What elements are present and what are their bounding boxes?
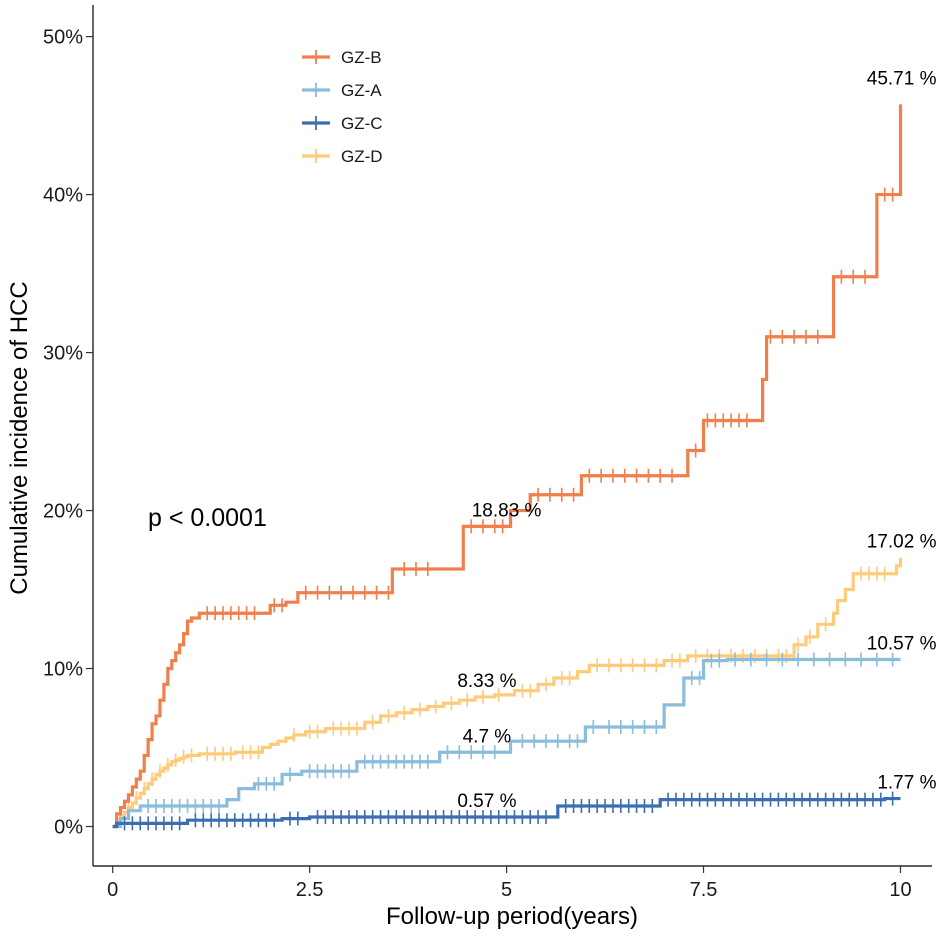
- end-label-gz-b: 45.71 %: [867, 68, 936, 89]
- mid-label-gz-a: 4.7 %: [463, 726, 512, 747]
- mid-label-gz-c: 0.57 %: [457, 791, 516, 812]
- x-axis-title: Follow-up period(years): [386, 903, 638, 930]
- series-line-gz-b: [112, 104, 903, 829]
- y-tick-label: 40%: [43, 185, 83, 207]
- x-tick-label: 2.5: [296, 879, 324, 901]
- legend-label-gz-b: GZ-B: [341, 48, 382, 67]
- series-line-gz-a: [112, 657, 901, 829]
- end-label-gz-c: 1.77 %: [877, 773, 936, 794]
- y-tick-label: 30%: [43, 343, 83, 365]
- plot-area: [112, 104, 903, 831]
- legend-label-gz-c: GZ-C: [341, 114, 383, 133]
- series-gz-c: [112, 791, 901, 831]
- x-tick-label: 5: [501, 879, 512, 901]
- y-tick-label: 10%: [43, 659, 83, 681]
- x-tick-label: 7.5: [690, 879, 718, 901]
- series-gz-b: [112, 104, 903, 829]
- legend: GZ-B GZ-A GZ-C GZ-D: [302, 48, 383, 166]
- y-axis-title: Cumulative incidence of HCC: [6, 281, 33, 594]
- end-label-gz-d: 17.02 %: [867, 532, 936, 553]
- x-tick-label: 0: [107, 879, 118, 901]
- y-tick-label: 0%: [54, 817, 83, 839]
- legend-label-gz-a: GZ-A: [341, 81, 382, 100]
- series-gz-d: [112, 557, 903, 829]
- p-value-text: p < 0.0001: [148, 504, 267, 532]
- series-line-gz-d: [112, 557, 903, 829]
- axes: 0 2.5 5 7.5 10 0% 10% 20% 30% 40% 50%: [43, 5, 932, 901]
- y-tick-label: 50%: [43, 27, 83, 49]
- mid-label-gz-d: 8.33 %: [457, 671, 516, 692]
- x-tick-label: 10: [889, 879, 911, 901]
- series-line-gz-c: [112, 796, 901, 829]
- end-label-gz-a: 10.57 %: [867, 634, 936, 655]
- mid-label-gz-b: 18.83 %: [472, 500, 542, 521]
- series-gz-a: [112, 652, 901, 829]
- y-tick-label: 20%: [43, 501, 83, 523]
- annotations: 17.02 % 8.33 % 10.57 % 4.7 % 45.71 % 18.83 % 1…: [457, 68, 936, 812]
- legend-label-gz-d: GZ-D: [341, 147, 383, 166]
